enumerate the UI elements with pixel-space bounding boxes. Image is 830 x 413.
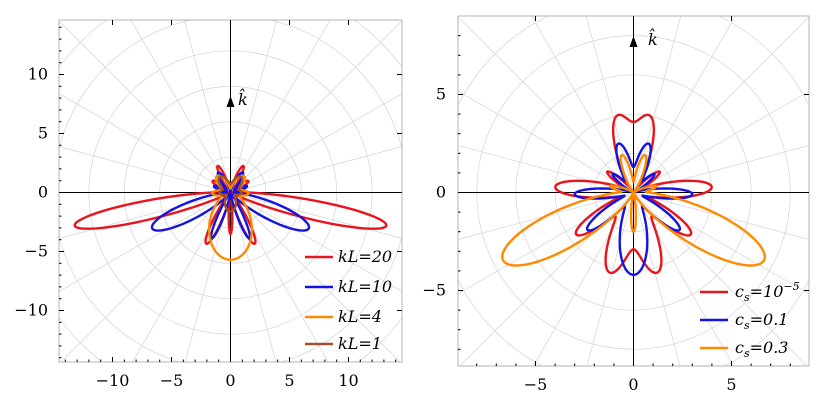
series-curve-2 bbox=[501, 153, 766, 267]
x-tick-label: 0 bbox=[225, 371, 235, 390]
legend-label-cs0.3: cs=0.3 bbox=[735, 338, 788, 360]
right-legend: cs=10−5 cs=0.1 cs=0.3 bbox=[700, 280, 800, 360]
grid-spoke bbox=[458, 90, 634, 193]
grid-spoke bbox=[230, 146, 402, 193]
grid-spoke bbox=[633, 16, 736, 193]
x-tick-label: 10 bbox=[338, 371, 358, 390]
series-curve-3 bbox=[217, 175, 244, 213]
left-khat-label: k̂ bbox=[238, 89, 248, 109]
x-tick-label: 5 bbox=[284, 371, 294, 390]
grid-spoke bbox=[458, 16, 634, 193]
grid-spoke bbox=[633, 16, 682, 193]
grid-spoke bbox=[230, 20, 402, 193]
grid-spoke bbox=[130, 20, 231, 193]
legend-label-kL10: kL=10 bbox=[338, 277, 392, 296]
grid-spoke bbox=[230, 93, 402, 193]
x-tick-label: −5 bbox=[524, 375, 548, 394]
grid-spoke bbox=[585, 16, 634, 193]
grid-spoke bbox=[230, 20, 331, 193]
grid-spoke bbox=[183, 20, 231, 193]
grid-spoke bbox=[230, 192, 329, 362]
y-tick-label: 10 bbox=[28, 65, 48, 84]
left-series-curves bbox=[73, 164, 388, 261]
left-legend: kL=20 kL=10 kL=4 kL=1 bbox=[305, 247, 392, 353]
legend-label-cs0.1: cs=0.1 bbox=[735, 310, 788, 332]
x-tick-label: −5 bbox=[160, 371, 184, 390]
grid-spoke bbox=[59, 93, 231, 193]
grid-spoke bbox=[230, 192, 402, 239]
grid-spoke bbox=[531, 16, 634, 193]
y-tick-label: 0 bbox=[436, 183, 446, 202]
right-khat-label: k̂ bbox=[648, 29, 658, 49]
grid-spoke bbox=[633, 90, 809, 193]
grid-spoke bbox=[59, 146, 231, 193]
grid-spoke bbox=[633, 145, 809, 193]
legend-label-kL4: kL=4 bbox=[338, 307, 382, 326]
series-curve-0 bbox=[554, 113, 713, 275]
grid-spoke bbox=[59, 192, 231, 239]
y-tick-label: −5 bbox=[24, 242, 48, 261]
x-tick-label: −10 bbox=[96, 371, 130, 390]
right-axis-ticks: −5 0 5 −5 0 5 bbox=[422, 16, 809, 394]
x-tick-label: 5 bbox=[726, 375, 736, 394]
grid-spoke bbox=[633, 192, 735, 366]
grid-spoke bbox=[586, 192, 634, 366]
left-axis-ticks: −10 −5 0 5 10 −10 −5 0 5 10 bbox=[14, 20, 402, 390]
grid-spoke bbox=[633, 192, 808, 366]
y-tick-label: 0 bbox=[38, 183, 48, 202]
y-tick-label: −5 bbox=[422, 281, 446, 300]
series-curve-0 bbox=[73, 164, 388, 245]
grid-spoke bbox=[633, 192, 681, 366]
right-series-curves bbox=[501, 113, 766, 277]
left-khat-annotation: k̂ bbox=[226, 89, 248, 130]
y-tick-label: 5 bbox=[38, 124, 48, 143]
right-khat-arrowhead bbox=[629, 36, 638, 47]
grid-spoke bbox=[532, 192, 634, 366]
right-polar-plot: −5 0 5 −5 0 5 k̂ cs=10−5 cs=0.1 cs=0.3 bbox=[422, 15, 810, 394]
right-khat-annotation: k̂ bbox=[629, 29, 658, 60]
left-polar-plot: −10 −5 0 5 10 −10 −5 0 5 10 k̂ kL=20 kL=10 kL=4 k… bbox=[14, 19, 403, 390]
grid-spoke bbox=[60, 192, 231, 362]
grid-spoke bbox=[132, 192, 231, 362]
legend-label-kL20: kL=20 bbox=[338, 247, 392, 266]
x-tick-label: 0 bbox=[628, 375, 638, 394]
grid-spoke bbox=[230, 192, 402, 292]
grid-spoke bbox=[59, 20, 231, 193]
grid-spoke bbox=[458, 145, 634, 193]
left-khat-arrowhead bbox=[226, 96, 235, 107]
grid-spoke bbox=[633, 16, 809, 193]
grid-spoke bbox=[459, 192, 634, 366]
legend-label-kL1: kL=1 bbox=[338, 334, 382, 353]
y-tick-label: −10 bbox=[14, 301, 48, 320]
legend-label-cs1e-5: cs=10−5 bbox=[735, 280, 800, 304]
y-tick-label: 5 bbox=[436, 85, 446, 104]
grid-spoke bbox=[59, 192, 231, 292]
grid-spoke bbox=[230, 192, 401, 362]
grid-spoke bbox=[230, 20, 278, 193]
